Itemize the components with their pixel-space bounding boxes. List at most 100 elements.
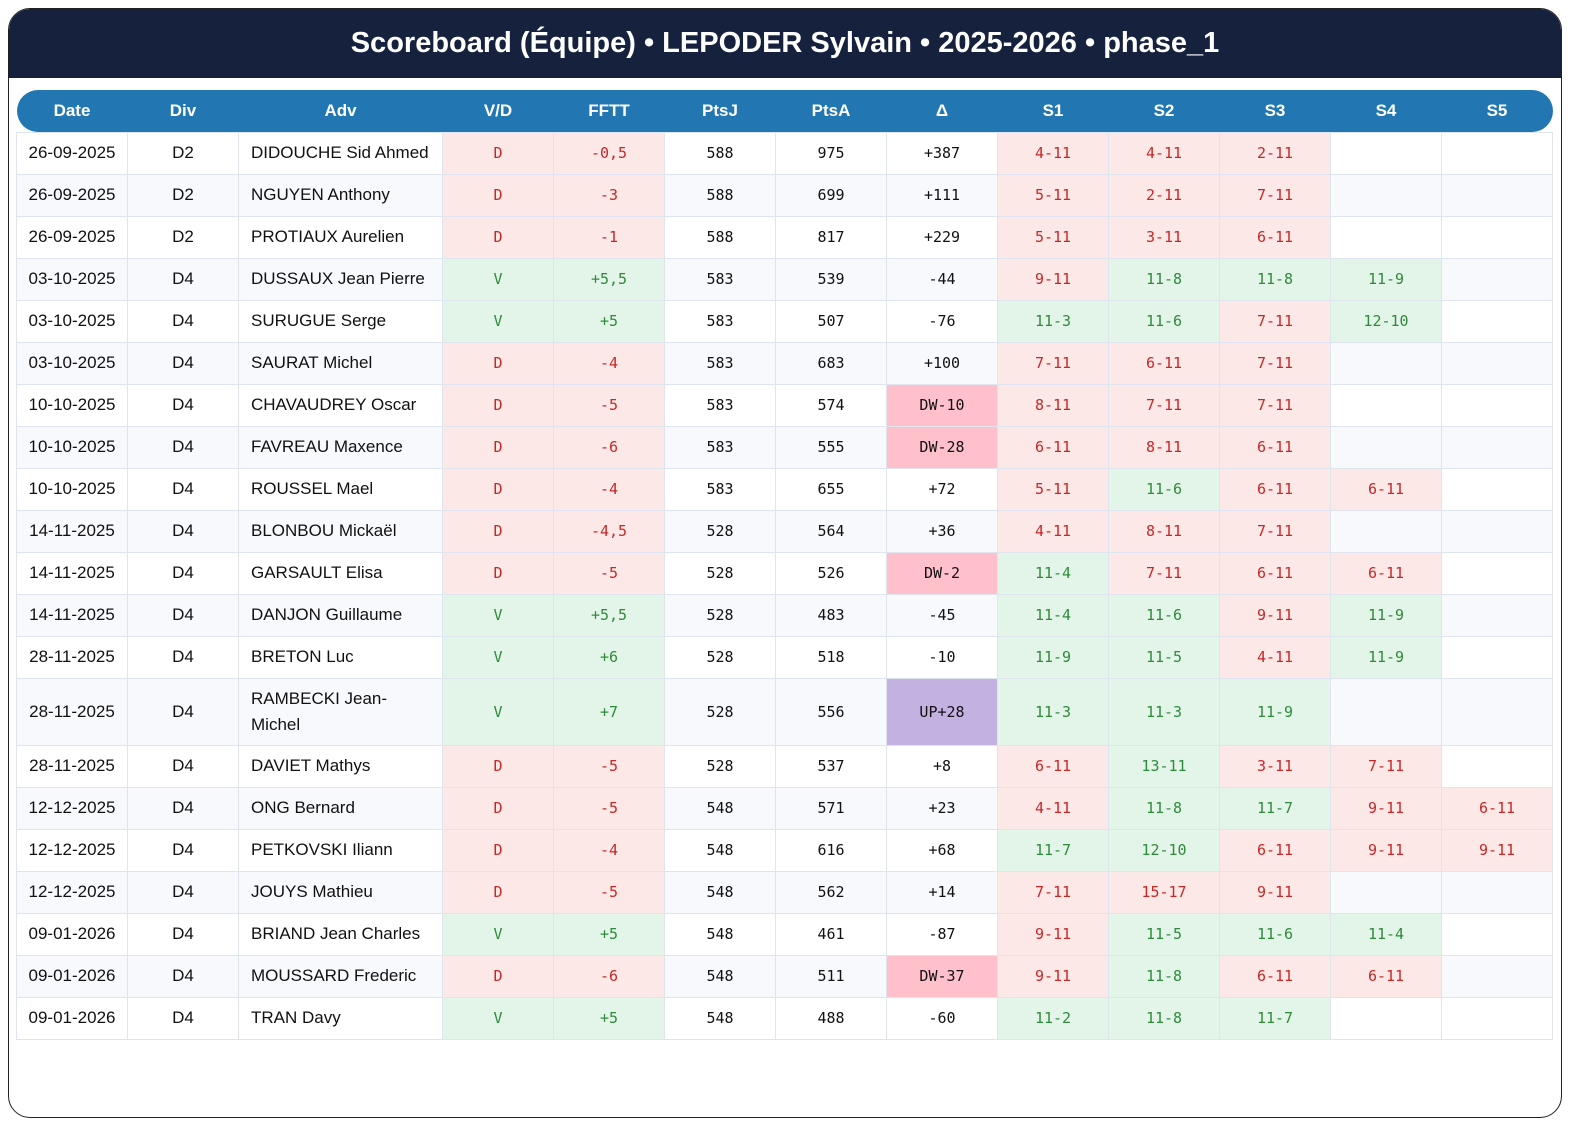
cell-delta: -10: [886, 635, 998, 679]
cell-s5: [1441, 173, 1553, 217]
table-row: 12-12-2025 D4 PETKOVSKI Iliann D -4 548 616 +68…: [16, 828, 1553, 872]
cell-s3: 7-11: [1219, 173, 1331, 217]
cell-s2: 15-17: [1108, 870, 1220, 914]
table-row: 26-09-2025 D2 DIDOUCHE Sid Ahmed D -0,5 588 97…: [16, 131, 1553, 175]
cell-s3: 6-11: [1219, 425, 1331, 469]
cell-s5: [1441, 215, 1553, 259]
cell-delta: +100: [886, 341, 998, 385]
cell-s2: 4-11: [1108, 131, 1220, 175]
cell-ptsa: 555: [775, 425, 887, 469]
cell-s5: [1441, 551, 1553, 595]
column-header-s1[interactable]: S1: [997, 90, 1109, 132]
cell-s4: 6-11: [1330, 551, 1442, 595]
table-row: 28-11-2025 D4 RAMBECKI Jean-Michel V +7 528 55…: [16, 677, 1553, 746]
cell-date: 09-01-2026: [16, 912, 128, 956]
cell-s3: 11-8: [1219, 257, 1331, 301]
cell-ptsj: 528: [664, 593, 776, 637]
cell-s4: [1330, 383, 1442, 427]
cell-delta: +387: [886, 131, 998, 175]
cell-date: 09-01-2026: [16, 954, 128, 998]
cell-delta: +14: [886, 870, 998, 914]
cell-delta: -45: [886, 593, 998, 637]
cell-delta: +23: [886, 786, 998, 830]
cell-fftt: -0,5: [553, 131, 665, 175]
cell-s1: 4-11: [997, 131, 1109, 175]
table-row: 09-01-2026 D4 BRIAND Jean Charles V +5 548 461…: [16, 912, 1553, 956]
cell-ptsa: 556: [775, 677, 887, 746]
cell-date: 12-12-2025: [16, 786, 128, 830]
cell-vd: D: [442, 828, 554, 872]
cell-fftt: -6: [553, 425, 665, 469]
table-row: 26-09-2025 D2 NGUYEN Anthony D -3 588 699 +111 5…: [16, 173, 1553, 217]
cell-ptsa: 539: [775, 257, 887, 301]
cell-vd: D: [442, 551, 554, 595]
cell-div: D4: [127, 383, 239, 427]
cell-s1: 8-11: [997, 383, 1109, 427]
cell-s1: 9-11: [997, 257, 1109, 301]
cell-div: D4: [127, 744, 239, 788]
cell-delta: DW-10: [886, 383, 998, 427]
cell-div: D2: [127, 215, 239, 259]
cell-div: D4: [127, 828, 239, 872]
column-header-ptsa[interactable]: PtsA: [775, 90, 887, 132]
cell-s1: 11-4: [997, 551, 1109, 595]
cell-vd: V: [442, 996, 554, 1040]
cell-s2: 11-8: [1108, 996, 1220, 1040]
cell-ptsj: 548: [664, 996, 776, 1040]
cell-ptsa: 571: [775, 786, 887, 830]
table-body: 26-09-2025 D2 DIDOUCHE Sid Ahmed D -0,5 588 97…: [16, 131, 1553, 1040]
column-header-s5[interactable]: S5: [1441, 90, 1553, 132]
column-header-fftt[interactable]: FFTT: [553, 90, 665, 132]
cell-s2: 11-6: [1108, 299, 1220, 343]
cell-adv: ROUSSEL Mael: [238, 467, 443, 511]
column-header-div[interactable]: Div: [127, 90, 239, 132]
cell-ptsa: 518: [775, 635, 887, 679]
column-header-vd[interactable]: V/D: [442, 90, 554, 132]
cell-ptsj: 548: [664, 870, 776, 914]
cell-date: 14-11-2025: [16, 551, 128, 595]
cell-delta: -87: [886, 912, 998, 956]
cell-vd: V: [442, 635, 554, 679]
cell-s5: [1441, 299, 1553, 343]
column-header-s4[interactable]: S4: [1330, 90, 1442, 132]
column-header-date[interactable]: Date: [16, 90, 128, 132]
cell-vd: D: [442, 215, 554, 259]
cell-s1: 6-11: [997, 425, 1109, 469]
cell-ptsa: 526: [775, 551, 887, 595]
cell-s3: 9-11: [1219, 870, 1331, 914]
table-row: 28-11-2025 D4 BRETON Luc V +6 528 518 -10 11-9 11…: [16, 635, 1553, 679]
cell-s5: [1441, 744, 1553, 788]
cell-s5: [1441, 870, 1553, 914]
column-header-ptsj[interactable]: PtsJ: [664, 90, 776, 132]
cell-s5: [1441, 996, 1553, 1040]
cell-s1: 4-11: [997, 786, 1109, 830]
table-row: 09-01-2026 D4 MOUSSARD Frederic D -6 548 511 DW…: [16, 954, 1553, 998]
column-header-s3[interactable]: S3: [1219, 90, 1331, 132]
cell-fftt: -5: [553, 383, 665, 427]
table-row: 12-12-2025 D4 ONG Bernard D -5 548 571 +23 4-11 1…: [16, 786, 1553, 830]
page-title: Scoreboard (Équipe) • LEPODER Sylvain • …: [9, 9, 1561, 78]
cell-delta: UP+28: [886, 677, 998, 746]
cell-div: D4: [127, 593, 239, 637]
cell-ptsj: 583: [664, 425, 776, 469]
cell-date: 03-10-2025: [16, 341, 128, 385]
cell-ptsj: 528: [664, 677, 776, 746]
column-header-adv[interactable]: Adv: [238, 90, 443, 132]
cell-adv: DAVIET Mathys: [238, 744, 443, 788]
cell-s1: 11-3: [997, 677, 1109, 746]
cell-s5: [1441, 677, 1553, 746]
cell-delta: -60: [886, 996, 998, 1040]
cell-s4: [1330, 341, 1442, 385]
cell-date: 10-10-2025: [16, 383, 128, 427]
cell-s3: 11-6: [1219, 912, 1331, 956]
cell-div: D4: [127, 786, 239, 830]
cell-s5: [1441, 467, 1553, 511]
cell-div: D2: [127, 173, 239, 217]
column-header-delta[interactable]: Δ: [886, 90, 998, 132]
cell-date: 28-11-2025: [16, 677, 128, 746]
column-header-s2[interactable]: S2: [1108, 90, 1220, 132]
cell-adv: FAVREAU Maxence: [238, 425, 443, 469]
cell-adv: BRIAND Jean Charles: [238, 912, 443, 956]
cell-s1: 11-4: [997, 593, 1109, 637]
cell-s5: [1441, 341, 1553, 385]
